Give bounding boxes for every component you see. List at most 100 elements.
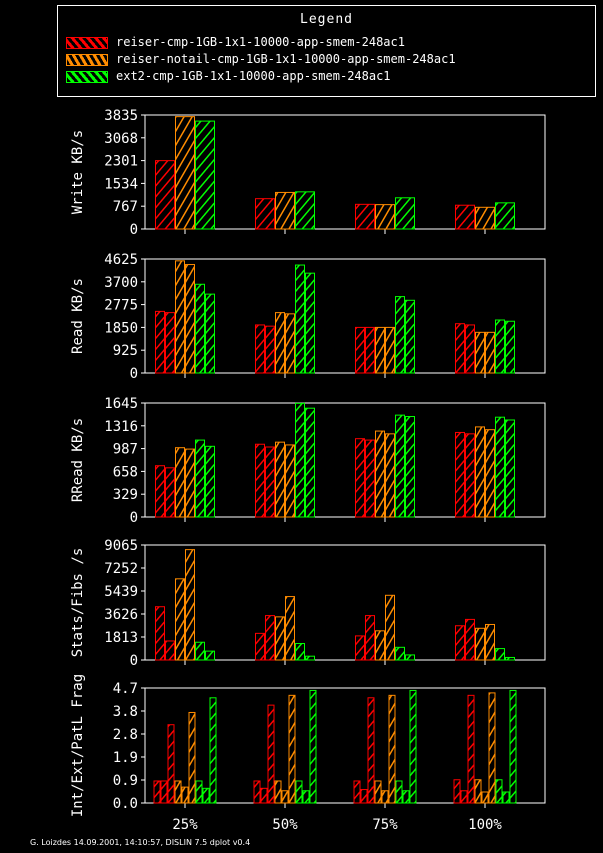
legend-swatch-reiser bbox=[66, 36, 108, 49]
bar-100pct-series3 bbox=[505, 656, 515, 661]
y-tick-label: 1316 bbox=[104, 419, 138, 435]
y-tick-label: 2.8 bbox=[113, 727, 138, 743]
bar-25pct-series3 bbox=[202, 787, 210, 804]
bar-50pct-series3 bbox=[302, 790, 310, 804]
bar-100pct-series1 bbox=[460, 790, 468, 804]
bar-100pct-series2 bbox=[474, 779, 482, 804]
bar-25pct-series3 bbox=[205, 445, 215, 518]
x-tick-label: 25% bbox=[172, 817, 198, 833]
bar-100pct-series1 bbox=[455, 204, 475, 230]
bar-25pct-series1 bbox=[155, 606, 165, 661]
bar-50pct-series1 bbox=[267, 704, 275, 804]
bar-100pct-series2 bbox=[475, 426, 485, 518]
bar-100pct-series3 bbox=[495, 648, 505, 661]
bar-75pct-series2 bbox=[375, 630, 385, 661]
bar-100pct-series2 bbox=[475, 206, 495, 230]
y-tick-label: 4.7 bbox=[113, 681, 138, 697]
bar-50pct-series2 bbox=[274, 780, 282, 804]
bar-25pct-series3 bbox=[195, 641, 205, 661]
bar-75pct-series2 bbox=[375, 430, 385, 518]
y-tick-label: 4625 bbox=[104, 252, 138, 268]
legend-label-reiser: reiser-cmp-1GB-1x1-10000-app-smem-248ac1 bbox=[116, 35, 405, 49]
legend-swatch-reiser-notail bbox=[66, 53, 108, 66]
bar-100pct-series1 bbox=[455, 323, 465, 374]
panel-4: 0 1813 3626 5439 7252 9065 Stats/Fibs /s bbox=[70, 538, 546, 669]
legend-swatch-ext2 bbox=[66, 70, 108, 83]
bar-75pct-series2 bbox=[385, 594, 395, 661]
y-tick-label: 0 bbox=[130, 366, 138, 382]
panel-frame bbox=[144, 544, 546, 661]
legend-label-reiser-notail: reiser-notail-cmp-1GB-1x1-10000-app-smem… bbox=[116, 52, 456, 66]
bar-75pct-series3 bbox=[405, 299, 415, 374]
bar-75pct-series2 bbox=[385, 433, 395, 518]
bar-100pct-series2 bbox=[485, 623, 495, 661]
bar-50pct-series2 bbox=[285, 596, 295, 661]
bar-75pct-series2 bbox=[375, 326, 385, 374]
bar-100pct-series3 bbox=[495, 416, 505, 518]
y-axis-label: Stats/Fibs /s bbox=[70, 548, 86, 658]
bar-25pct-series3 bbox=[195, 283, 205, 374]
bar-100pct-series3 bbox=[505, 320, 515, 374]
bar-25pct-series2 bbox=[185, 549, 195, 661]
y-tick-label: 658 bbox=[113, 464, 138, 480]
bar-25pct-series2 bbox=[175, 260, 185, 374]
bar-25pct-series1 bbox=[160, 780, 168, 804]
bar-50pct-series2 bbox=[288, 694, 296, 804]
bar-50pct-series3 bbox=[305, 655, 315, 661]
bar-25pct-series2 bbox=[175, 116, 195, 230]
y-tick-label: 5439 bbox=[104, 584, 138, 600]
bar-50pct-series1 bbox=[255, 443, 265, 518]
bar-75pct-series1 bbox=[355, 438, 365, 518]
bar-100pct-series1 bbox=[465, 433, 475, 518]
bar-100pct-series2 bbox=[481, 791, 489, 804]
legend-title: Legend bbox=[300, 12, 353, 27]
y-tick-label: 2301 bbox=[104, 154, 138, 170]
panel-frame bbox=[144, 114, 546, 230]
bar-100pct-series2 bbox=[475, 331, 485, 374]
bar-75pct-series1 bbox=[355, 635, 365, 661]
y-tick-label: 1534 bbox=[104, 176, 138, 192]
bar-25pct-series1 bbox=[167, 724, 175, 804]
bar-50pct-series1 bbox=[253, 780, 261, 804]
y-tick-label: 1850 bbox=[104, 320, 138, 336]
bar-75pct-series1 bbox=[365, 439, 375, 518]
bar-100pct-series3 bbox=[495, 319, 505, 374]
y-tick-label: 0 bbox=[130, 510, 138, 526]
bar-100pct-series2 bbox=[485, 429, 495, 518]
x-tick-label: 100% bbox=[468, 817, 502, 833]
y-tick-label: 3068 bbox=[104, 131, 138, 147]
bar-50pct-series3 bbox=[305, 272, 315, 374]
bar-50pct-series2 bbox=[275, 312, 285, 374]
bar-100pct-series2 bbox=[475, 627, 485, 661]
bar-50pct-series2 bbox=[275, 441, 285, 518]
y-tick-label: 1645 bbox=[104, 396, 138, 412]
bar-75pct-series2 bbox=[374, 780, 382, 804]
bar-25pct-series2 bbox=[175, 578, 185, 661]
legend-item-ext2: ext2-cmp-1GB-1x1-10000-app-smem-248ac1 bbox=[66, 69, 391, 83]
bar-75pct-series1 bbox=[355, 203, 375, 230]
panel-2: 0 925 1850 2775 3700 4625 Read KB/s bbox=[70, 252, 546, 382]
bar-75pct-series3 bbox=[409, 689, 417, 804]
bar-75pct-series3 bbox=[395, 414, 405, 518]
bar-50pct-series3 bbox=[295, 780, 303, 804]
panel-frame bbox=[144, 402, 546, 518]
bar-50pct-series3 bbox=[305, 407, 315, 518]
y-tick-label: 1.9 bbox=[113, 750, 138, 766]
y-tick-label: 925 bbox=[113, 343, 138, 359]
y-tick-label: 3700 bbox=[104, 275, 138, 291]
footer-credit: G. Loizdes 14.09.2001, 14:10:57, DISLIN … bbox=[30, 838, 251, 847]
bar-75pct-series2 bbox=[375, 204, 395, 230]
bar-100pct-series1 bbox=[455, 431, 465, 518]
y-tick-label: 767 bbox=[113, 199, 138, 215]
bar-25pct-series2 bbox=[188, 711, 196, 804]
y-tick-label: 3626 bbox=[104, 607, 138, 623]
panel-5: 0.0 0.9 1.9 2.8 3.8 4.7 Int/Ext/PatL Frag 25% 50… bbox=[70, 674, 546, 833]
bar-25pct-series1 bbox=[155, 160, 175, 230]
bar-100pct-series1 bbox=[465, 618, 475, 661]
y-tick-label: 0.9 bbox=[113, 773, 138, 789]
bar-25pct-series2 bbox=[174, 780, 182, 804]
bar-50pct-series2 bbox=[285, 444, 295, 518]
legend-item-reiser: reiser-cmp-1GB-1x1-10000-app-smem-248ac1 bbox=[66, 35, 405, 49]
bar-50pct-series1 bbox=[265, 446, 275, 518]
